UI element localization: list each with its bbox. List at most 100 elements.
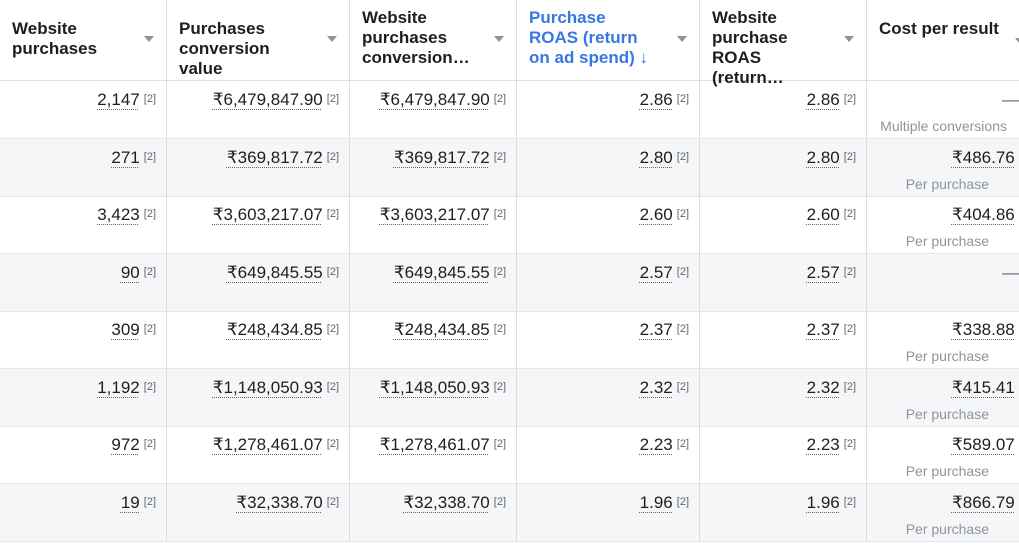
attribution-note[interactable]: [2] — [143, 150, 156, 163]
metric-value[interactable]: ₹1,148,050.93 — [379, 377, 490, 397]
attribution-note[interactable]: [2] — [143, 438, 156, 450]
metric-value[interactable]: 2.23 — [806, 435, 840, 454]
metric-value[interactable]: 2.57 — [806, 262, 840, 282]
metric-value[interactable]: ₹3,603,217.07 — [212, 205, 323, 224]
metric-value[interactable]: 2.60 — [639, 205, 673, 224]
attribution-note[interactable]: [2] — [143, 93, 156, 105]
metric-value[interactable]: ₹589.07 — [951, 435, 1015, 454]
metric-value[interactable]: ₹649,845.55 — [226, 262, 323, 282]
metric-value[interactable]: ₹369,817.72 — [226, 147, 323, 167]
attribution-note[interactable]: [2] — [326, 265, 339, 278]
metric-value[interactable]: ₹32,338.70 — [236, 492, 323, 512]
attribution-note[interactable]: [2] — [326, 150, 339, 163]
metric-value[interactable]: 1.96 — [806, 492, 840, 512]
metric-value[interactable]: ₹6,479,847.90 — [379, 90, 490, 109]
attribution-note[interactable]: [2] — [676, 93, 689, 105]
attribution-note[interactable]: [2] — [843, 150, 856, 163]
column-header-cost-per-result[interactable]: Cost per result — [867, 0, 1019, 80]
column-header-purchases-conversion-value[interactable]: Purchases conversion value — [167, 0, 350, 80]
chevron-down-icon[interactable] — [677, 36, 687, 42]
attribution-note[interactable]: [2] — [843, 380, 856, 393]
metric-value[interactable]: ₹369,817.72 — [393, 147, 490, 167]
attribution-note[interactable]: [2] — [676, 265, 689, 278]
metric-value[interactable]: 2,147 — [97, 90, 140, 109]
metric-value[interactable]: 2.60 — [806, 205, 840, 224]
attribution-note[interactable]: [2] — [326, 93, 339, 105]
table-row: 1,192 [2] ₹1,148,050.93 [2] ₹1,148,050.93 [2]… — [0, 368, 1019, 427]
purchase-roas-cell: 2.86 [2] — [517, 81, 700, 138]
metric-value[interactable]: ₹338.88 — [951, 320, 1015, 339]
metric-value[interactable]: 2.37 — [639, 320, 673, 339]
metric-value[interactable]: 2.86 — [639, 90, 673, 109]
metric-value[interactable]: ₹486.76 — [951, 147, 1015, 167]
attribution-note[interactable]: [2] — [676, 323, 689, 335]
chevron-down-icon[interactable] — [844, 36, 854, 42]
attribution-note[interactable]: [2] — [676, 150, 689, 163]
attribution-note[interactable]: [2] — [843, 323, 856, 335]
metric-value[interactable]: ₹649,845.55 — [393, 262, 490, 282]
attribution-note[interactable]: [2] — [676, 438, 689, 450]
metric-value[interactable]: 2.32 — [806, 377, 840, 397]
metric-value[interactable]: ₹1,148,050.93 — [212, 377, 323, 397]
metric-value[interactable]: 2.80 — [806, 147, 840, 167]
metric-value[interactable]: 2.86 — [806, 90, 840, 109]
metric-value[interactable]: 1.96 — [639, 492, 673, 512]
metric-value[interactable]: 2.57 — [639, 262, 673, 282]
chevron-down-icon[interactable] — [144, 36, 154, 42]
metric-value[interactable]: ₹248,434.85 — [226, 320, 323, 339]
attribution-note[interactable]: [2] — [493, 265, 506, 278]
column-header-purchase-roas[interactable]: Purchase ROAS (return on ad spend) ↓ — [517, 0, 700, 80]
attribution-note[interactable]: [2] — [843, 495, 856, 508]
attribution-note[interactable]: [2] — [493, 150, 506, 163]
attribution-note[interactable]: [2] — [493, 495, 506, 508]
metric-value[interactable]: 309 — [111, 320, 140, 339]
attribution-note[interactable]: [2] — [143, 323, 156, 335]
attribution-note[interactable]: [2] — [143, 208, 156, 220]
metric-value[interactable]: 90 — [120, 262, 140, 282]
attribution-note[interactable]: [2] — [326, 323, 339, 335]
metric-value[interactable]: ₹1,278,461.07 — [379, 435, 490, 454]
column-header-website-purchases[interactable]: Website purchases — [0, 0, 167, 80]
metric-value[interactable]: 972 — [111, 435, 140, 454]
metric-value[interactable]: ₹6,479,847.90 — [212, 90, 323, 109]
metric-value[interactable]: ₹404.86 — [951, 205, 1015, 224]
metric-value[interactable]: ₹3,603,217.07 — [379, 205, 490, 224]
chevron-down-icon[interactable] — [494, 36, 504, 42]
metric-value[interactable]: ₹1,278,461.07 — [212, 435, 323, 454]
attribution-note[interactable]: [2] — [843, 438, 856, 450]
metric-value[interactable]: 2.32 — [639, 377, 673, 397]
attribution-note[interactable]: [2] — [493, 93, 506, 105]
attribution-note[interactable]: [2] — [143, 495, 156, 508]
attribution-note[interactable]: [2] — [676, 495, 689, 508]
metric-value[interactable]: ₹866.79 — [951, 492, 1015, 512]
attribution-note[interactable]: [2] — [143, 265, 156, 278]
metric-value[interactable]: 271 — [111, 147, 140, 167]
column-header-website-purchase-roas[interactable]: Website purchase ROAS (return… — [700, 0, 867, 87]
attribution-note[interactable]: [2] — [676, 380, 689, 393]
attribution-note[interactable]: [2] — [143, 380, 156, 393]
metric-value[interactable]: ₹248,434.85 — [393, 320, 490, 339]
chevron-down-icon[interactable] — [327, 36, 337, 42]
attribution-note[interactable]: [2] — [326, 495, 339, 508]
attribution-note[interactable]: [2] — [493, 380, 506, 393]
metric-value[interactable]: 1,192 — [97, 377, 140, 397]
metric-value[interactable]: 2.80 — [639, 147, 673, 167]
attribution-note[interactable]: [2] — [676, 208, 689, 220]
attribution-note[interactable]: [2] — [493, 438, 506, 450]
attribution-note[interactable]: [2] — [843, 265, 856, 278]
attribution-note[interactable]: [2] — [843, 93, 856, 105]
metric-value[interactable]: 2.23 — [639, 435, 673, 454]
metric-value[interactable]: ₹32,338.70 — [403, 492, 490, 512]
metric-value[interactable]: ₹415.41 — [951, 377, 1015, 397]
attribution-note[interactable]: [2] — [493, 208, 506, 220]
attribution-note[interactable]: [2] — [493, 323, 506, 335]
metric-value[interactable]: 2.37 — [806, 320, 840, 339]
attribution-note[interactable]: [2] — [326, 208, 339, 220]
chevron-down-icon[interactable] — [1015, 38, 1019, 44]
column-header-website-purchases-conversion-value[interactable]: Website purchases conversion… — [350, 0, 517, 80]
attribution-note[interactable]: [2] — [326, 380, 339, 393]
metric-value[interactable]: 3,423 — [97, 205, 140, 224]
metric-value[interactable]: 19 — [120, 492, 140, 512]
attribution-note[interactable]: [2] — [843, 208, 856, 220]
attribution-note[interactable]: [2] — [326, 438, 339, 450]
